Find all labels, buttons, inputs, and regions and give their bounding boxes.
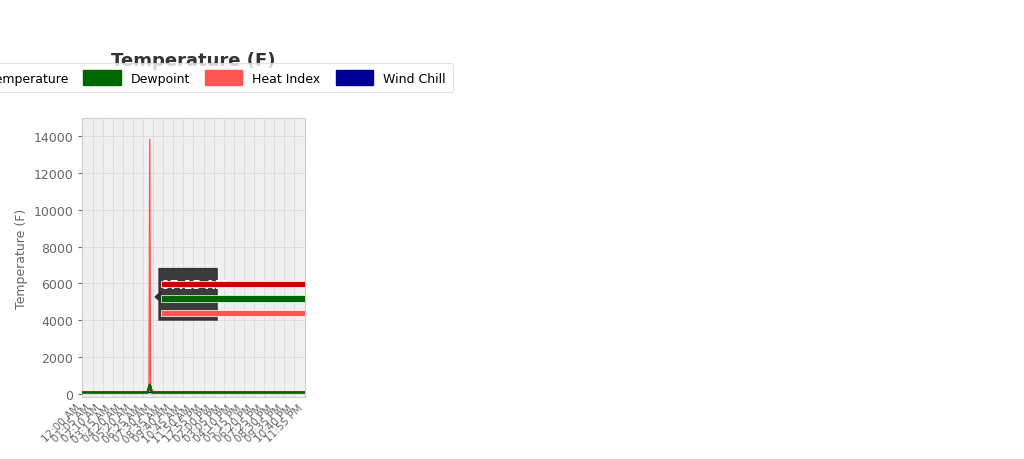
Polygon shape bbox=[156, 293, 161, 302]
Text: Heat Index : 13825: Heat Index : 13825 bbox=[470, 307, 583, 320]
Text: Dewpoint : 469: Dewpoint : 469 bbox=[470, 292, 560, 305]
Y-axis label: Temperature (F): Temperature (F) bbox=[15, 208, 28, 308]
FancyBboxPatch shape bbox=[159, 269, 217, 320]
Text: Temperature : 493: Temperature : 493 bbox=[470, 278, 580, 291]
Title: Temperature (F): Temperature (F) bbox=[112, 52, 275, 70]
Legend: Temperature, Dewpoint, Heat Index, Wind Chill: Temperature, Dewpoint, Heat Index, Wind … bbox=[0, 63, 454, 93]
FancyBboxPatch shape bbox=[161, 310, 431, 317]
Text: 07:15 AM: 07:15 AM bbox=[161, 278, 227, 291]
FancyBboxPatch shape bbox=[161, 281, 431, 287]
FancyBboxPatch shape bbox=[161, 296, 431, 302]
